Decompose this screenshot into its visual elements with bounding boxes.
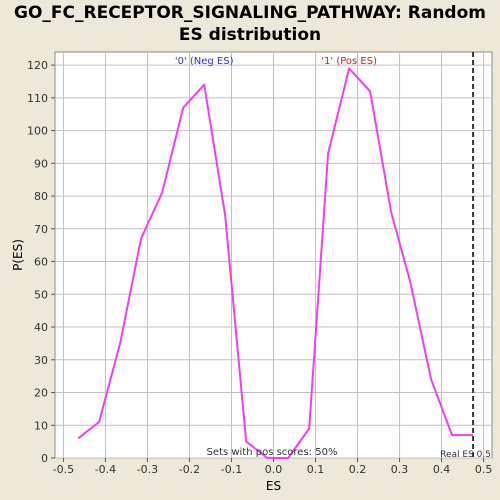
x-tick-label: -0.4 — [95, 463, 116, 476]
y-tick-label: 20 — [34, 387, 48, 400]
x-tick-label: 0.5 — [475, 463, 493, 476]
x-tick-label: 0.2 — [349, 463, 367, 476]
pos-es-label: '1' (Pos ES) — [321, 56, 377, 67]
real-es-label: Real ES 0.5 — [440, 450, 491, 460]
x-tick-label: 0.4 — [433, 463, 451, 476]
y-tick-label: 0 — [41, 452, 48, 465]
y-tick-label: 90 — [34, 157, 48, 170]
x-axis-label: ES — [266, 479, 281, 493]
series-group — [77, 52, 475, 459]
chart-title: GO_FC_RECEPTOR_SIGNALING_PATHWAY: Random… — [0, 2, 500, 46]
chart-title-line2: ES distribution — [178, 25, 322, 45]
axis-ticks: 0 10 20 30 40 50 60 70 80 90 100 110 120 -0.5 -0.4 -0.3… — [27, 59, 492, 476]
y-tick-label: 110 — [27, 92, 48, 105]
x-tick-label: 0.0 — [265, 463, 283, 476]
x-tick-label: -0.2 — [179, 463, 200, 476]
y-tick-label: 120 — [27, 59, 48, 72]
y-tick-label: 70 — [34, 223, 48, 236]
es-distribution-line — [77, 67, 474, 459]
y-tick-label: 60 — [34, 256, 48, 269]
y-axis-label: P(ES) — [11, 239, 25, 271]
x-tick-label: -0.3 — [137, 463, 158, 476]
x-tick-label: 0.3 — [391, 463, 409, 476]
x-tick-label: 0.1 — [307, 463, 325, 476]
y-tick-label: 80 — [34, 190, 48, 203]
y-tick-label: 30 — [34, 354, 48, 367]
y-tick-label: 40 — [34, 321, 48, 334]
chart-title-line1: GO_FC_RECEPTOR_SIGNALING_PATHWAY: Random — [14, 3, 486, 23]
x-tick-label: -0.5 — [53, 463, 74, 476]
y-tick-label: 10 — [34, 419, 48, 432]
y-tick-label: 100 — [27, 125, 48, 138]
annotations: '0' (Neg ES) '1' (Pos ES) Sets with pos … — [175, 56, 491, 460]
sets-pos-scores-text: Sets with pos scores: 50% — [207, 447, 338, 458]
neg-es-label: '0' (Neg ES) — [175, 56, 234, 67]
x-tick-label: -0.1 — [221, 463, 242, 476]
y-tick-label: 50 — [34, 288, 48, 301]
